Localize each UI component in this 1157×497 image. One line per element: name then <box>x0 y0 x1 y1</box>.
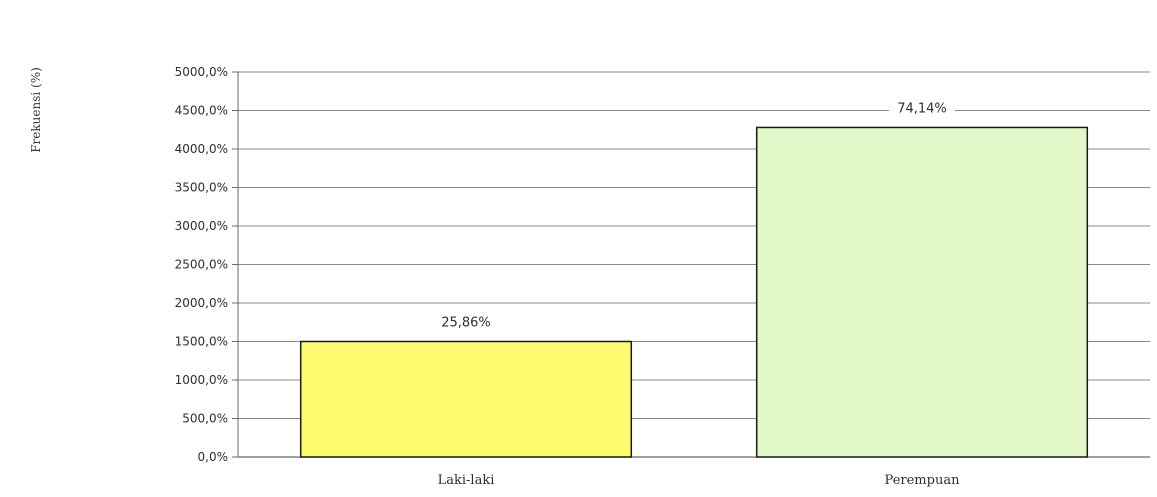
data-label-bg <box>433 312 499 332</box>
data-label: 25,86% <box>441 316 491 331</box>
y-tick-label: 3500,0% <box>175 181 228 195</box>
x-category-label: Perempuan <box>885 473 961 488</box>
y-axis-label: Frekuensi (%) <box>29 67 43 153</box>
x-category-label: Laki-laki <box>438 473 495 488</box>
y-tick-label: 4000,0% <box>175 142 228 156</box>
bar-perempuan <box>755 126 1089 458</box>
y-tick-label: 4500,0% <box>175 104 228 118</box>
y-tick-label: 2000,0% <box>175 296 228 310</box>
y-tick-label: 2500,0% <box>175 258 228 272</box>
data-label: 74,14% <box>897 101 947 116</box>
y-tick-label: 3000,0% <box>175 219 228 233</box>
y-tick-label: 1500,0% <box>175 335 228 349</box>
data-labels: 25,86% 74,14% <box>433 98 955 332</box>
data-label-bg <box>889 98 955 118</box>
x-category-labels: Laki-laki Perempuan <box>438 473 960 488</box>
bar-laki-laki <box>299 340 633 458</box>
y-tick-label: 5000,0% <box>175 65 228 79</box>
y-tick-labels: 0,0% 500,0% 1000,0% 1500,0% 2000,0% 2500,0% 30… <box>175 65 228 464</box>
y-tick-label: 500,0% <box>182 412 228 426</box>
y-tick-label: 1000,0% <box>175 373 228 387</box>
bars-layer <box>299 126 1089 458</box>
y-tick-label: 0,0% <box>198 450 229 464</box>
